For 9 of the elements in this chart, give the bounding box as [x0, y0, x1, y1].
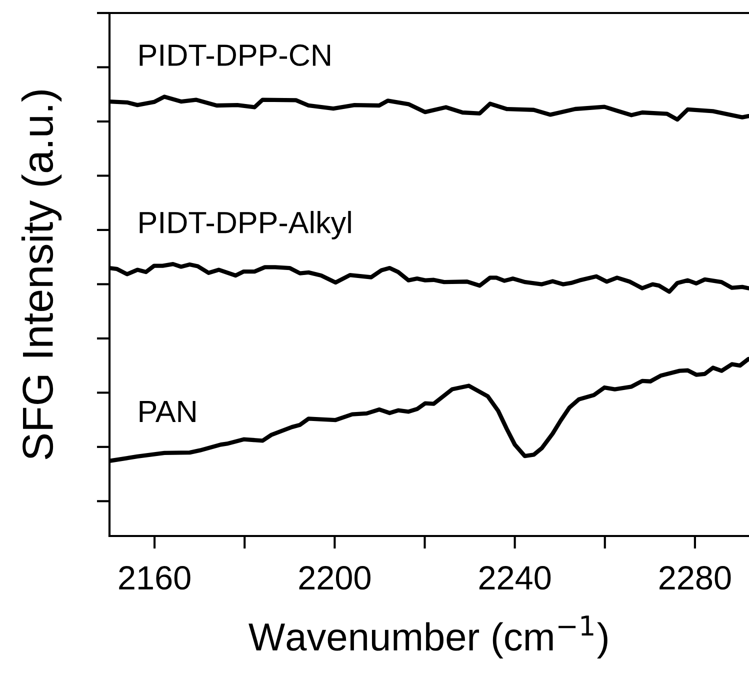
x-tick-label: 2200 [299, 566, 370, 590]
legend-label: PIDT-DPP-Alkyl [140, 210, 351, 240]
x-tick-label: 2280 [660, 566, 731, 590]
legend-label: PAN [140, 400, 196, 422]
legend-label: PIDT-DPP-CN [140, 44, 330, 66]
x-tick-label: 2160 [119, 566, 190, 590]
y-axis-title: SFG Intensity (a.u.) [21, 90, 62, 460]
x-axis-title: Wavenumber (cm$^{−1}$) [248, 616, 608, 658]
x-tick-label: 2240 [479, 566, 551, 590]
